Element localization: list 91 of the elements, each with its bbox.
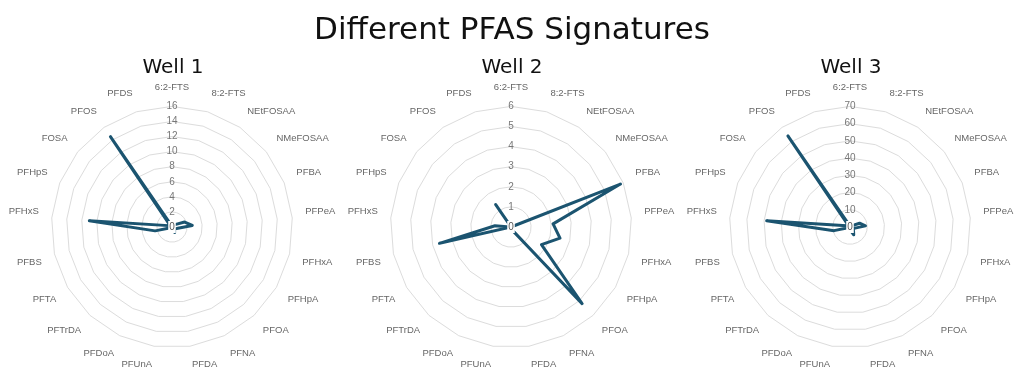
y-tick-label: 4	[169, 190, 176, 202]
spoke-label: PFTA	[710, 293, 735, 305]
spoke-label: 6:2-FTS	[154, 81, 190, 93]
spoke-label: 8:2-FTS	[550, 87, 585, 99]
y-tick-label: 10	[166, 145, 178, 157]
y-tick-label: 30	[844, 169, 856, 181]
y-tick-label: 10	[844, 203, 856, 215]
spoke-label: PFNA	[568, 346, 595, 358]
spoke-label: PFBS	[16, 256, 42, 268]
y-tick-label: 6	[169, 175, 176, 187]
spoke-label: PFPeA	[644, 204, 675, 216]
spoke-label: PFUnA	[799, 358, 831, 370]
spoke-label: PFHpA	[965, 293, 997, 305]
spoke-label: PFHxS	[686, 204, 717, 216]
y-tick-label: 2	[169, 205, 176, 217]
y-tick-label: 60	[844, 117, 856, 129]
chart-title: Well 2	[481, 54, 543, 79]
spoke-label: 6:2-FTS	[832, 81, 868, 93]
spoke-label: PFBA	[296, 166, 322, 178]
y-tick-label: 2	[508, 180, 515, 192]
spoke-label: FOSA	[380, 131, 408, 143]
spoke-label: PFNA	[907, 346, 934, 358]
y-tick-label: 20	[844, 186, 856, 198]
spoke-label: PFPeA	[983, 204, 1014, 216]
spoke-label: PFHpS	[695, 166, 726, 178]
spoke-label: PFOA	[601, 324, 629, 336]
y-tick-label: 50	[844, 134, 856, 146]
text: Different PFAS Signatures	[313, 9, 711, 48]
spoke-label: PFBA	[974, 166, 1000, 178]
spoke-label: PFDA	[530, 358, 557, 370]
y-tick-label: 0	[508, 220, 515, 232]
chart-title: Well 1	[142, 54, 204, 79]
spoke-label: PFTrDA	[47, 324, 82, 336]
spoke-label: NEtFOSAA	[925, 104, 974, 116]
spoke-label: PFDS	[446, 87, 472, 99]
spoke-label: PFHpA	[287, 293, 319, 305]
y-tick-label: 16	[166, 100, 178, 112]
y-tick-label: 8	[169, 160, 176, 172]
spoke-label: PFDoA	[83, 346, 115, 358]
spoke-label: PFTrDA	[725, 324, 760, 336]
y-tick-label: 4	[508, 140, 515, 152]
spoke-label: PFDA	[191, 358, 218, 370]
y-tick-label: 12	[166, 130, 178, 142]
y-tick-label: 3	[508, 160, 515, 172]
spoke-label: PFHxS	[8, 204, 39, 216]
spoke-label: PFOA	[940, 324, 968, 336]
spoke-label: PFDS	[785, 87, 811, 99]
spoke-label: NEtFOSAA	[586, 104, 635, 116]
y-tick-label: 70	[844, 100, 856, 112]
spoke-label: PFTA	[32, 293, 57, 305]
spoke-label: PFBA	[635, 166, 661, 178]
spoke-label: PFBS	[355, 256, 381, 268]
spoke-label: NMeFOSAA	[615, 131, 669, 143]
spoke-label: PFHxS	[347, 204, 378, 216]
y-tick-label: 0	[847, 220, 854, 232]
spoke-label: PFHxA	[302, 256, 333, 268]
y-tick-label: 1	[508, 200, 515, 212]
y-tick-label: 14	[166, 115, 178, 127]
spoke-label: 6:2-FTS	[493, 81, 529, 93]
spoke-label: 8:2-FTS	[889, 87, 924, 99]
spoke-label: FOSA	[41, 131, 69, 143]
spoke-label: FOSA	[719, 131, 747, 143]
spoke-label: PFOS	[748, 104, 775, 116]
spoke-label: PFHpS	[17, 166, 48, 178]
spoke-label: PFUnA	[121, 358, 153, 370]
spoke-label: PFDA	[869, 358, 896, 370]
spoke-label: PFNA	[229, 346, 256, 358]
spoke-label: NMeFOSAA	[954, 131, 1008, 143]
spoke-label: PFOS	[70, 104, 97, 116]
spoke-label: NEtFOSAA	[247, 104, 296, 116]
spoke-label: PFDS	[107, 87, 133, 99]
spoke-label: NMeFOSAA	[276, 131, 330, 143]
spoke-label: PFHxA	[980, 256, 1011, 268]
chart-title: Well 3	[820, 54, 882, 79]
y-tick-label: 0	[169, 220, 176, 232]
spoke-label: PFDoA	[761, 346, 793, 358]
spoke-label: PFOS	[409, 104, 436, 116]
spoke-label: PFBS	[694, 256, 720, 268]
y-tick-label: 40	[844, 151, 856, 163]
spoke-label: PFHpA	[626, 293, 658, 305]
spoke-label: PFHxA	[641, 256, 672, 268]
spoke-label: PFOA	[262, 324, 290, 336]
spoke-label: 8:2-FTS	[211, 87, 246, 99]
spoke-label: PFHpS	[356, 166, 387, 178]
y-tick-label: 5	[508, 120, 515, 132]
spoke-label: PFPeA	[305, 204, 336, 216]
spoke-label: PFTrDA	[386, 324, 421, 336]
y-tick-label: 6	[508, 100, 515, 112]
spoke-label: PFTA	[371, 293, 396, 305]
spoke-label: PFUnA	[460, 358, 492, 370]
spoke-label: PFDoA	[422, 346, 454, 358]
